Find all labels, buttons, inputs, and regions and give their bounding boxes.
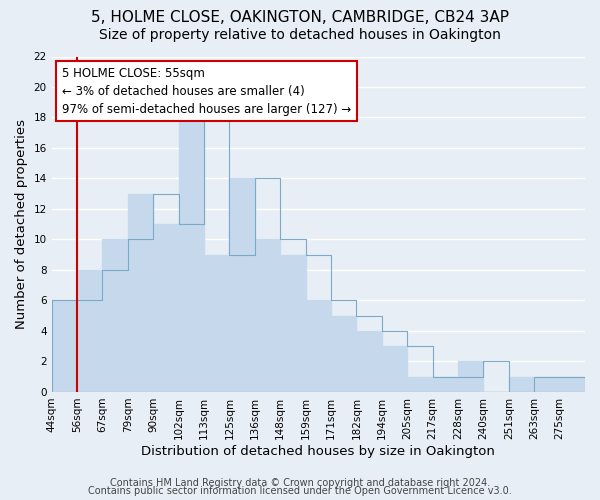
Text: Contains HM Land Registry data © Crown copyright and database right 2024.: Contains HM Land Registry data © Crown c…	[110, 478, 490, 488]
Y-axis label: Number of detached properties: Number of detached properties	[15, 119, 28, 329]
X-axis label: Distribution of detached houses by size in Oakington: Distribution of detached houses by size …	[142, 444, 495, 458]
Polygon shape	[52, 118, 585, 392]
Text: Contains public sector information licensed under the Open Government Licence v3: Contains public sector information licen…	[88, 486, 512, 496]
Text: 5, HOLME CLOSE, OAKINGTON, CAMBRIDGE, CB24 3AP: 5, HOLME CLOSE, OAKINGTON, CAMBRIDGE, CB…	[91, 10, 509, 25]
Text: Size of property relative to detached houses in Oakington: Size of property relative to detached ho…	[99, 28, 501, 42]
Text: 5 HOLME CLOSE: 55sqm
← 3% of detached houses are smaller (4)
97% of semi-detache: 5 HOLME CLOSE: 55sqm ← 3% of detached ho…	[62, 66, 352, 116]
